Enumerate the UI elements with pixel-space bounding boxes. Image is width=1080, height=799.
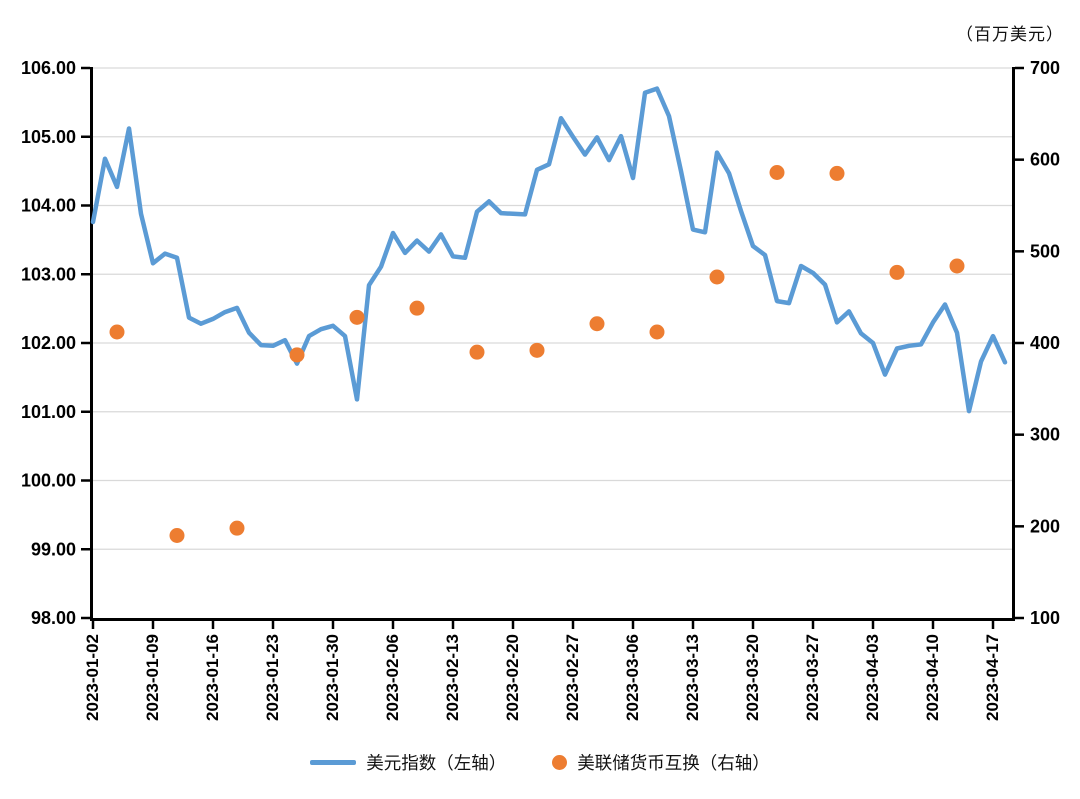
chart-legend: 美元指数（左轴） 美联储货币互换（右轴） <box>0 750 1080 775</box>
x-axis-tick-label: 2023-01-30 <box>323 634 342 721</box>
fed-swap-dot <box>529 342 545 358</box>
x-axis-tick-label: 2023-01-23 <box>263 634 282 721</box>
fed-swap-dot <box>169 528 185 543</box>
left-axis-tick-label: 99.00 <box>31 539 76 559</box>
x-axis-tick-label: 2023-03-27 <box>803 634 822 721</box>
legend-item-fed-swap: 美联储货币互换（右轴） <box>552 750 770 775</box>
fed-swap-dot <box>409 300 425 316</box>
fed-swap-dot <box>949 258 965 274</box>
x-axis-tick-label: 2023-04-10 <box>923 634 942 721</box>
x-axis-tick-label: 2023-03-13 <box>683 634 702 721</box>
fed-swap-dot <box>469 344 485 360</box>
right-axis-tick-label: 500 <box>1030 241 1060 261</box>
fed-swap-dot <box>589 316 605 332</box>
dollar-index-line <box>90 86 1008 414</box>
fed-swap-dot <box>889 264 905 280</box>
fed-swap-dot <box>769 165 785 180</box>
x-axis-tick-label: 2023-03-06 <box>623 634 642 721</box>
fed-swap-dot <box>709 269 725 285</box>
right-axis-tick-label: 400 <box>1030 333 1060 353</box>
dot-swatch-icon <box>552 755 568 770</box>
left-axis-tick-label: 103.00 <box>21 264 76 284</box>
legend-label: 美元指数（左轴） <box>366 753 507 773</box>
x-axis-tick-label: 2023-01-02 <box>83 634 102 721</box>
left-axis-tick-label: 101.00 <box>21 402 76 422</box>
right-axis-unit-label: （百万美元） <box>956 25 1064 44</box>
x-axis-tick-label: 2023-01-09 <box>143 634 162 721</box>
x-axis-tick-label: 2023-04-03 <box>863 634 882 721</box>
left-axis-tick-label: 98.00 <box>31 608 76 628</box>
x-axis-tick-label: 2023-01-16 <box>203 634 222 721</box>
fed-swap-dot <box>349 309 365 325</box>
x-axis-tick-label: 2023-02-13 <box>443 634 462 721</box>
right-axis-tick-label: 600 <box>1030 150 1060 170</box>
line-swatch-icon <box>310 760 357 765</box>
legend-item-dollar-index: 美元指数（左轴） <box>310 750 506 775</box>
x-axis-tick-label: 2023-03-20 <box>743 634 762 721</box>
fed-swap-dot <box>829 165 845 181</box>
right-axis-tick-label: 100 <box>1030 608 1060 628</box>
x-axis-tick-label: 2023-02-20 <box>503 634 522 721</box>
left-axis-tick-label: 102.00 <box>21 333 76 353</box>
fed-swap-dot <box>109 324 125 340</box>
left-axis-tick-label: 105.00 <box>21 127 76 147</box>
left-axis-tick-label: 104.00 <box>21 196 76 216</box>
fed-swap-dot <box>649 324 665 340</box>
right-axis-tick-label: 200 <box>1030 516 1060 536</box>
right-axis-tick-label: 700 <box>1030 58 1060 78</box>
x-axis-tick-label: 2023-02-06 <box>383 634 402 721</box>
legend-label: 美联储货币互换（右轴） <box>577 753 770 773</box>
right-axis-tick-label: 300 <box>1030 425 1060 445</box>
fed-swap-dot <box>289 347 305 363</box>
x-axis-tick-label: 2023-02-27 <box>563 634 582 721</box>
left-axis-tick-label: 100.00 <box>21 471 76 491</box>
fed-swap-dot <box>229 520 245 536</box>
left-axis-tick-label: 106.00 <box>21 58 76 78</box>
x-axis-tick-label: 2023-04-17 <box>983 634 1002 721</box>
